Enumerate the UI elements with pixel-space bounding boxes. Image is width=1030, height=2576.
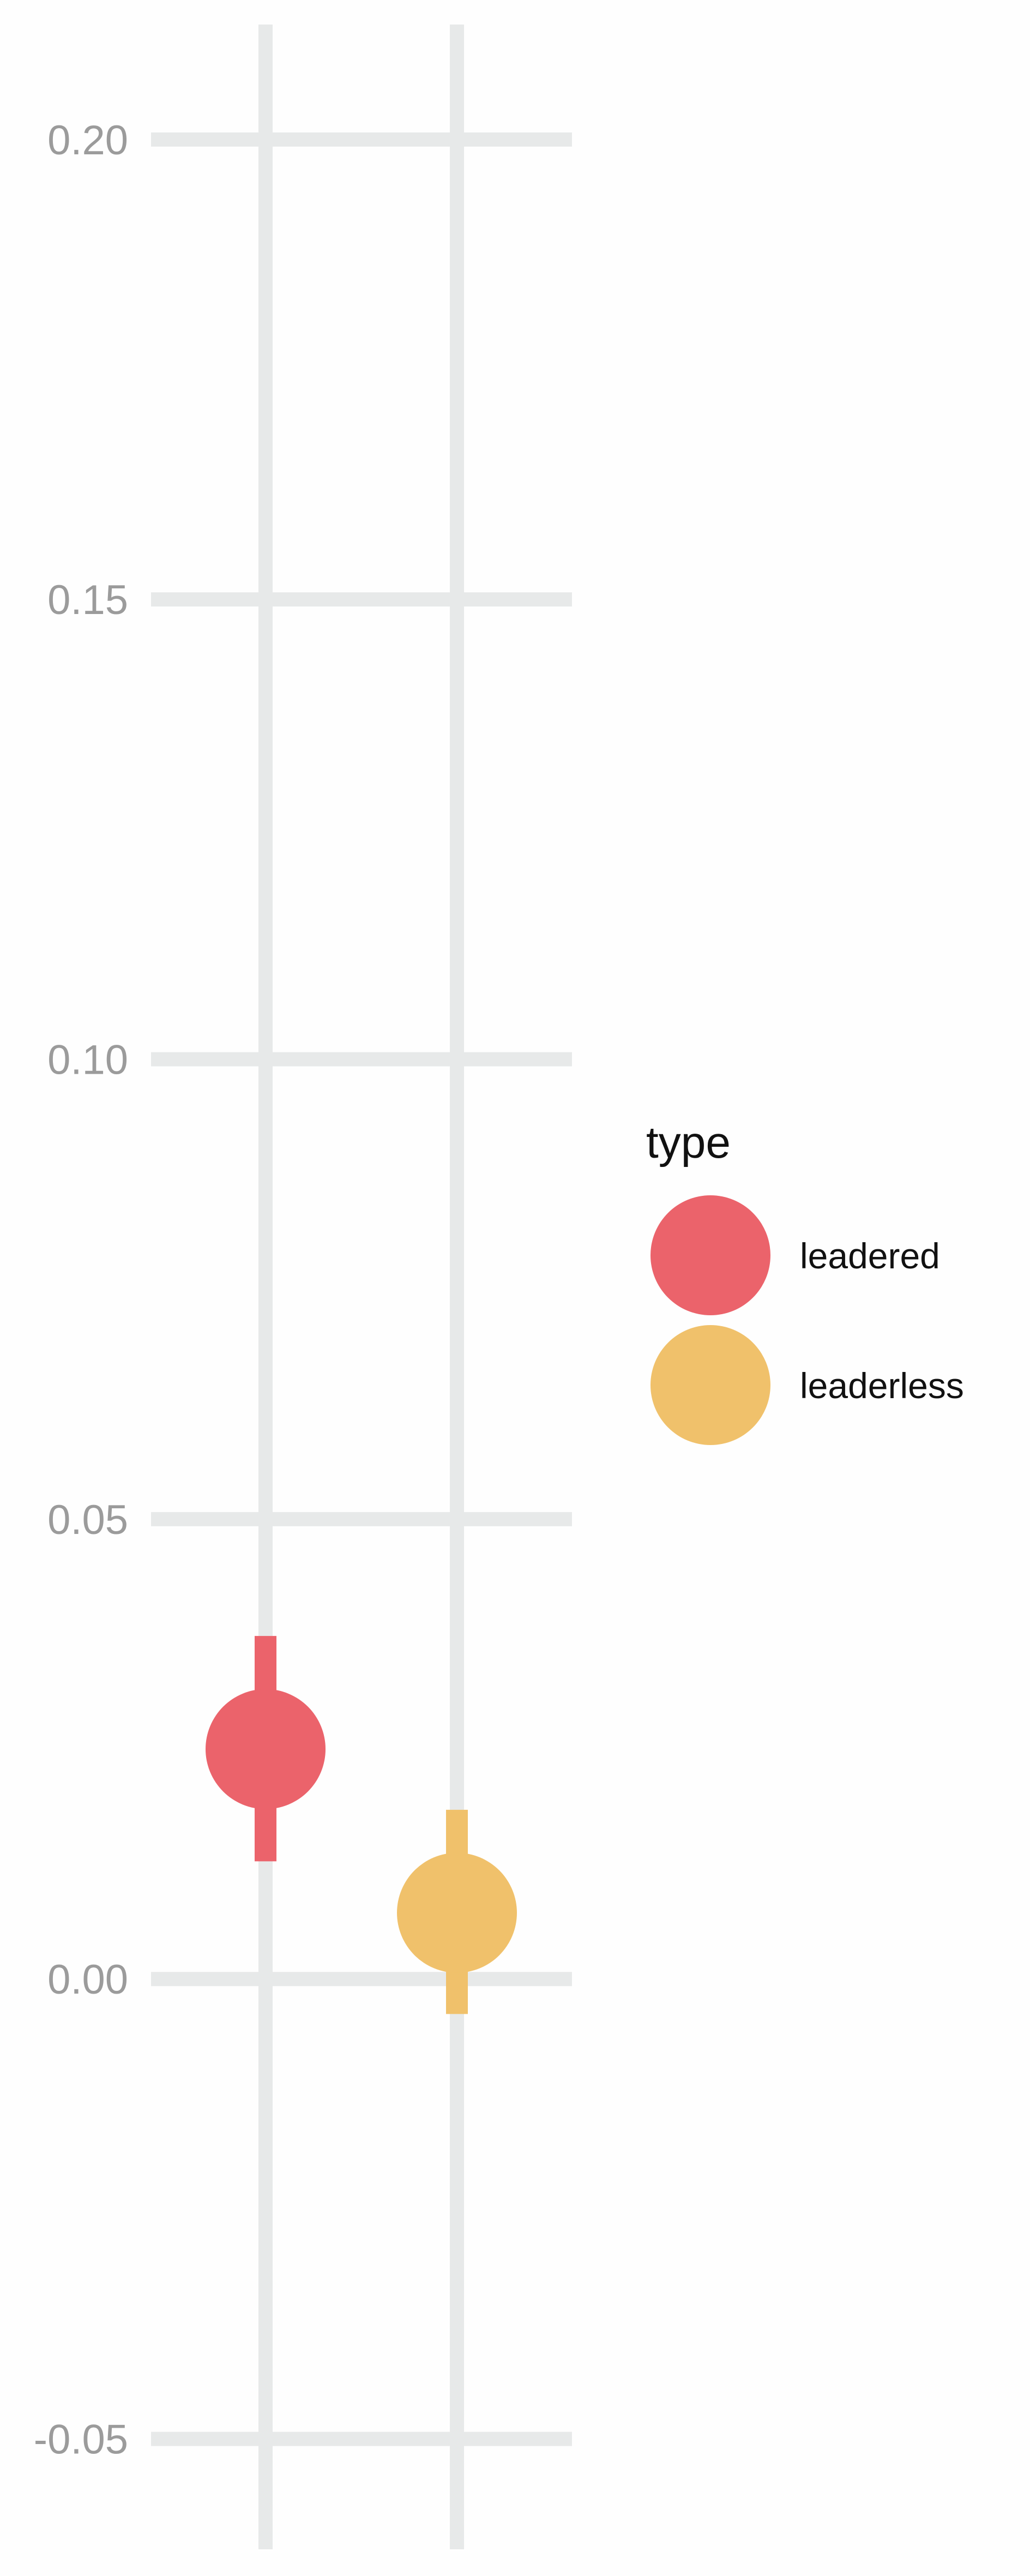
gridlines (151, 25, 572, 2549)
y-tick-label: -0.05 (34, 2417, 128, 2463)
y-tick-label: 0.05 (47, 1497, 128, 1543)
y-tick-label: 0.10 (47, 1037, 128, 1084)
y-tick-labels: -0.05 0.00 0.05 0.10 0.15 0.20 (34, 117, 128, 2463)
y-tick-label: 0.00 (47, 1957, 128, 2003)
legend-entries: leadered leaderless (650, 1195, 964, 1445)
data-marks (206, 1636, 517, 2014)
legend-label-leadered: leadered (800, 1236, 940, 1276)
y-tick-label: 0.15 (47, 577, 128, 623)
legend-key-leadered (650, 1195, 770, 1315)
legend-key-leaderless (650, 1325, 770, 1445)
point-leadered (206, 1689, 326, 1809)
legend: type leadered leaderless (646, 1118, 964, 1445)
legend-label-leaderless: leaderless (800, 1365, 964, 1406)
y-tick-label: 0.20 (47, 117, 128, 164)
legend-title: type (646, 1118, 731, 1167)
point-leaderless (397, 1852, 517, 1973)
